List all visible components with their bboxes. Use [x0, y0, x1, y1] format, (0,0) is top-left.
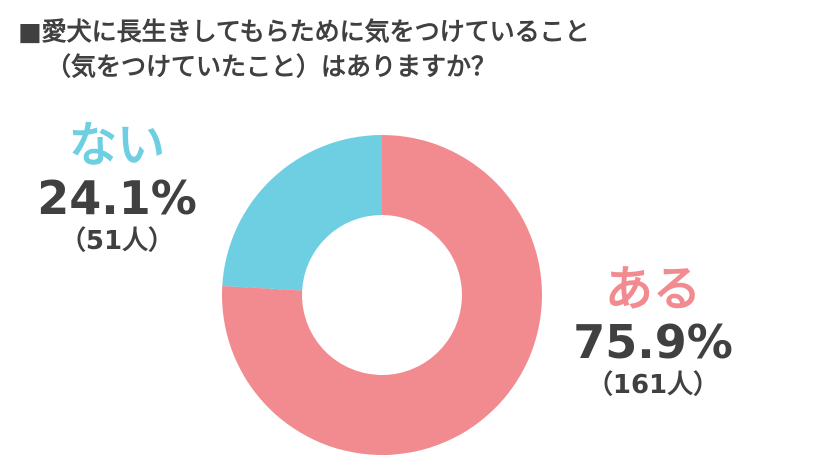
slice-label-nai: ない 24.1% （51人）	[22, 118, 212, 258]
donut-slice-aru	[222, 135, 542, 456]
slice-label-nai-category: ない	[68, 117, 165, 173]
slice-label-aru-percent: 75.9%	[573, 315, 733, 369]
slice-label-nai-count: （51人）	[59, 226, 175, 256]
slice-label-aru: ある 75.9% （161人）	[548, 262, 758, 402]
chart-title-line2: （気をつけていたこと）はありますか？	[46, 52, 497, 81]
donut-slice-nai	[222, 135, 382, 291]
slice-label-aru-count: （161人）	[586, 370, 720, 400]
slice-label-aru-category: ある	[604, 261, 701, 317]
chart-title: ■愛犬に長生きしてもらために気をつけていること （気をつけていたこと）はあります…	[18, 14, 590, 84]
chart-title-line1: ■愛犬に長生きしてもらために気をつけていること	[18, 17, 590, 46]
slice-label-nai-percent: 24.1%	[37, 171, 197, 225]
